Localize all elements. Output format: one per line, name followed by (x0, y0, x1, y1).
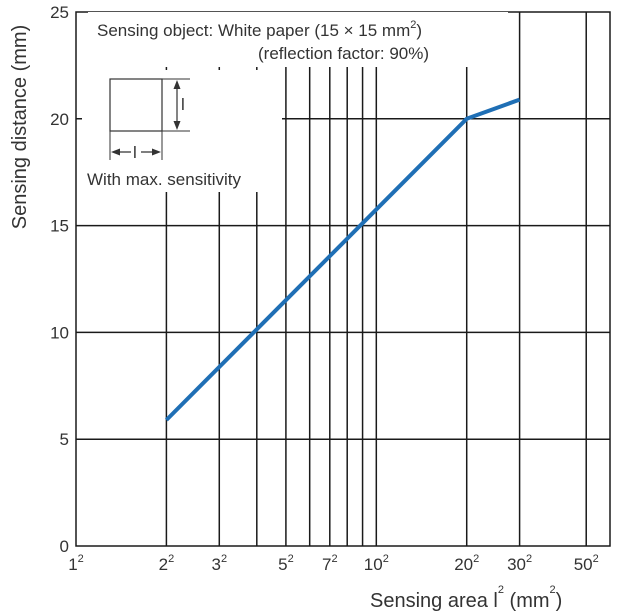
y-tick-label: 25 (50, 3, 69, 22)
annotation-title-line1: Sensing object: White paper (15 × 15 mm2… (97, 19, 422, 40)
x-axis-title: Sensing area l2 (mm2) (370, 584, 562, 612)
x-tick-label: 202 (454, 553, 479, 574)
annotation-background (88, 12, 508, 67)
x-tick-label: 502 (574, 553, 599, 574)
inset-h-dim-label: l (133, 143, 137, 162)
inset-h-arrow-left (111, 148, 120, 156)
x-tick-label: 52 (278, 553, 294, 574)
x-tick-labels: 12 22 32 52 72 102 202 302 502 (68, 553, 599, 574)
x-tick-label: 102 (364, 553, 389, 574)
inset-v-arrow-bottom (173, 121, 181, 130)
inset-diagram: l l With max. sensitivity (82, 70, 282, 192)
y-tick-label: 15 (50, 217, 69, 236)
x-tick-label: 302 (507, 553, 532, 574)
x-tick-label: 32 (211, 553, 227, 574)
inset-square (109, 78, 163, 132)
annotation-title-line2: (reflection factor: 90%) (258, 44, 429, 63)
y-tick-labels: 0 5 10 15 20 25 (50, 3, 69, 556)
y-tick-label: 20 (50, 110, 69, 129)
series-group (164, 97, 521, 422)
y-axis-title: Sensing distance (mm) (9, 25, 31, 230)
x-tick-label: 72 (322, 553, 338, 574)
y-tick-label: 10 (50, 323, 69, 342)
x-tick-label: 22 (159, 553, 175, 574)
x-tick-label: 12 (68, 553, 84, 574)
inset-v-arrow-top (173, 80, 181, 89)
y-tick-label: 0 (60, 537, 69, 556)
inset-v-dim-label: l (181, 95, 185, 114)
series-line-1 (164, 97, 521, 422)
inset-h-arrow-right (152, 148, 161, 156)
y-tick-label: 5 (60, 430, 69, 449)
inset-caption: With max. sensitivity (87, 170, 241, 189)
